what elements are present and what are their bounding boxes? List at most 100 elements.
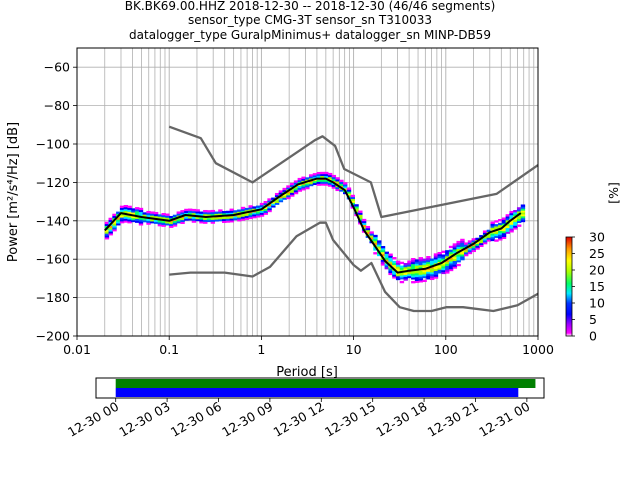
- histogram-cell: [354, 204, 359, 207]
- histogram-cell: [403, 276, 408, 279]
- histogram-cell: [411, 277, 416, 280]
- histogram-cell: [199, 221, 204, 224]
- histogram-cell: [456, 240, 461, 244]
- histogram-cell: [384, 253, 389, 256]
- histogram-cell: [365, 225, 371, 229]
- histogram-cell: [290, 184, 295, 188]
- histogram-cell: [452, 256, 458, 260]
- histogram-cell: [501, 223, 507, 226]
- histogram-cell: [448, 245, 454, 249]
- histogram-cell: [464, 242, 469, 245]
- histogram-cell: [123, 204, 129, 208]
- x-tick-label: 0.01: [63, 342, 91, 357]
- histogram-cell: [513, 217, 518, 221]
- histogram-cell: [494, 239, 499, 242]
- histogram-cell: [248, 216, 253, 220]
- histogram-cell: [127, 207, 132, 210]
- histogram-cell: [452, 260, 458, 263]
- histogram-cell: [206, 212, 212, 215]
- histogram-cell: [414, 272, 420, 276]
- histogram-cell: [479, 235, 484, 238]
- histogram-cell: [346, 189, 352, 192]
- histogram-cell: [467, 247, 473, 251]
- histogram-cell: [297, 185, 303, 188]
- histogram-cell: [282, 189, 287, 193]
- histogram-cell: [513, 221, 518, 224]
- histogram-cell: [516, 209, 522, 212]
- colorbar-tick-label: 10: [589, 296, 605, 311]
- histogram-cell: [199, 217, 204, 220]
- histogram-cell: [278, 190, 284, 193]
- histogram-cell: [116, 211, 121, 214]
- histogram-cell: [479, 240, 484, 244]
- histogram-cell: [119, 219, 125, 222]
- histogram-cell: [191, 208, 197, 212]
- histogram-cell: [501, 230, 507, 234]
- histogram-cell: [422, 262, 427, 265]
- histogram-cell: [108, 225, 113, 228]
- y-tick-label: −80: [44, 98, 70, 113]
- histogram-cell: [358, 210, 363, 213]
- histogram-cell: [388, 272, 393, 276]
- histogram-cell: [138, 211, 144, 214]
- histogram-cell: [388, 268, 393, 272]
- histogram-cell: [206, 219, 212, 223]
- histogram-cell: [445, 259, 450, 263]
- histogram-cell: [146, 220, 151, 223]
- histogram-cell: [135, 207, 140, 210]
- histogram-cell: [498, 224, 503, 228]
- histogram-cell: [282, 187, 287, 191]
- histogram-cell: [501, 221, 507, 224]
- histogram-cell: [384, 259, 389, 262]
- histogram-cell: [464, 250, 469, 253]
- histogram-cell: [316, 179, 321, 182]
- histogram-cell: [335, 186, 340, 190]
- histogram-cell: [456, 244, 461, 248]
- timeline-tick-label: 12-30 15: [322, 399, 378, 440]
- histogram-cell: [248, 212, 253, 216]
- histogram-cell: [127, 205, 132, 209]
- histogram-cell: [165, 223, 170, 226]
- histogram-cell: [392, 270, 397, 273]
- histogram-cell: [513, 225, 518, 228]
- histogram-cell: [138, 209, 144, 213]
- histogram-cell: [237, 215, 242, 218]
- histogram-cell: [437, 271, 442, 274]
- histogram-cell: [350, 194, 355, 198]
- histogram-cell: [464, 252, 469, 255]
- y-tick-label: −60: [44, 60, 70, 75]
- histogram-cell: [422, 270, 427, 273]
- histogram-cell: [169, 215, 174, 219]
- histogram-cell: [297, 189, 303, 192]
- histogram-cell: [399, 261, 405, 265]
- histogram-cell: [312, 173, 318, 176]
- histogram-cell: [456, 258, 461, 261]
- histogram-cell: [210, 211, 216, 215]
- histogram-cell: [180, 210, 185, 213]
- histogram-cell: [244, 215, 250, 218]
- histogram-cell: [161, 220, 166, 224]
- histogram-cell: [456, 260, 461, 263]
- histogram-cell: [271, 203, 276, 206]
- histogram-cell: [471, 243, 476, 247]
- histogram-cell: [414, 261, 420, 264]
- histogram-cell: [448, 263, 454, 266]
- histogram-cell: [414, 278, 420, 281]
- histogram-cell: [112, 223, 117, 226]
- histogram-cell: [290, 188, 295, 191]
- histogram-cell: [191, 218, 197, 221]
- histogram-cell: [418, 259, 424, 262]
- histogram-cell: [426, 277, 431, 280]
- histogram-cell: [418, 278, 424, 281]
- histogram-cell: [377, 248, 382, 251]
- histogram-cell: [108, 227, 113, 230]
- histogram-cell: [191, 212, 197, 216]
- grid: [76, 48, 538, 337]
- histogram-cell: [286, 187, 291, 190]
- histogram-cell: [373, 252, 378, 255]
- histogram-cell: [411, 259, 416, 263]
- histogram-cell: [248, 214, 253, 218]
- histogram-cell: [127, 217, 132, 220]
